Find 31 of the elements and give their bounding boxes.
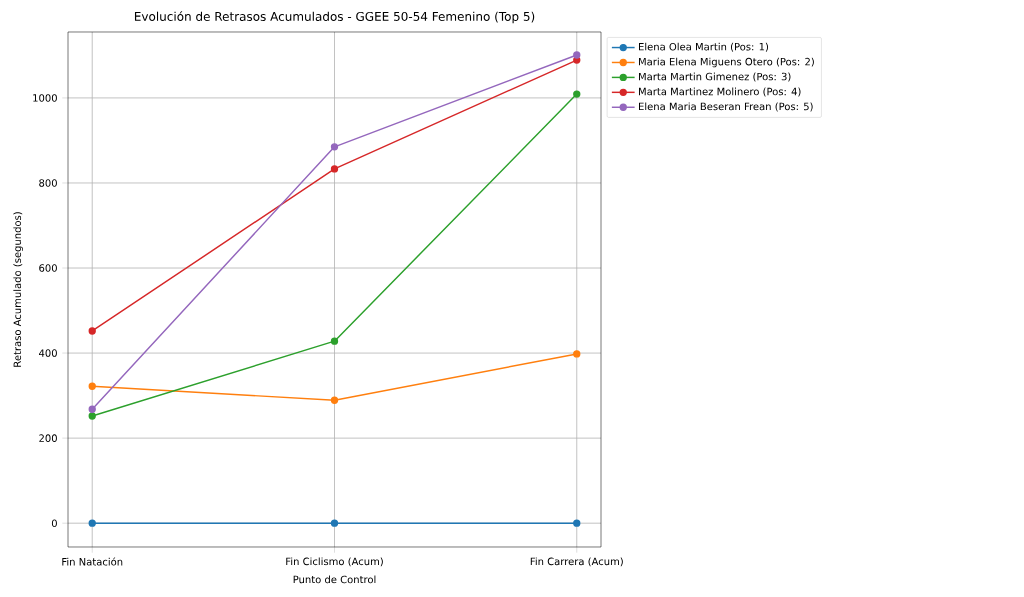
point xyxy=(330,396,339,404)
legend-label: Maria Elena Miguens Otero (Pos: 2) xyxy=(639,57,814,68)
point xyxy=(330,143,339,151)
x-tick-label: Fin Ciclismo (Acum) xyxy=(286,557,383,567)
y-tick-label: 0 xyxy=(51,519,57,527)
point xyxy=(330,165,339,173)
point xyxy=(573,350,581,358)
legend-label: Marta Martinez Molinero (Pos: 4) xyxy=(639,87,801,97)
chart-title: Evolución de Retrasos Acumulados - GGEE 50-54 Femenino (Top 5) xyxy=(134,11,535,24)
y-tick-label: 1000 xyxy=(33,94,57,102)
point xyxy=(573,90,581,98)
x-tick-label: Fin Natación xyxy=(62,557,123,566)
legend-label: Elena Olea Martin (Pos: 1) xyxy=(639,42,769,52)
point xyxy=(88,382,96,390)
point xyxy=(88,327,96,335)
point xyxy=(573,519,581,527)
point xyxy=(88,405,96,413)
y-tick-label: 800 xyxy=(39,179,57,187)
point xyxy=(88,412,96,420)
x-axis-title: Punto de Control xyxy=(293,575,376,584)
legend-label: Marta Martin Gimenez (Pos: 3) xyxy=(639,72,791,82)
y-axis-title: Retraso Acumulado (segundos) xyxy=(13,212,23,367)
point xyxy=(330,519,339,527)
point xyxy=(88,519,96,527)
y-tick-label: 600 xyxy=(39,264,57,272)
point xyxy=(330,337,339,345)
y-tick-label: 200 xyxy=(39,434,57,442)
legend-label: Elena Maria Beseran Frean (Pos: 5) xyxy=(639,102,813,112)
y-tick-label: 400 xyxy=(38,349,57,357)
x-tick-label: Fin Carrera (Acum) xyxy=(530,557,623,567)
point xyxy=(573,51,581,59)
